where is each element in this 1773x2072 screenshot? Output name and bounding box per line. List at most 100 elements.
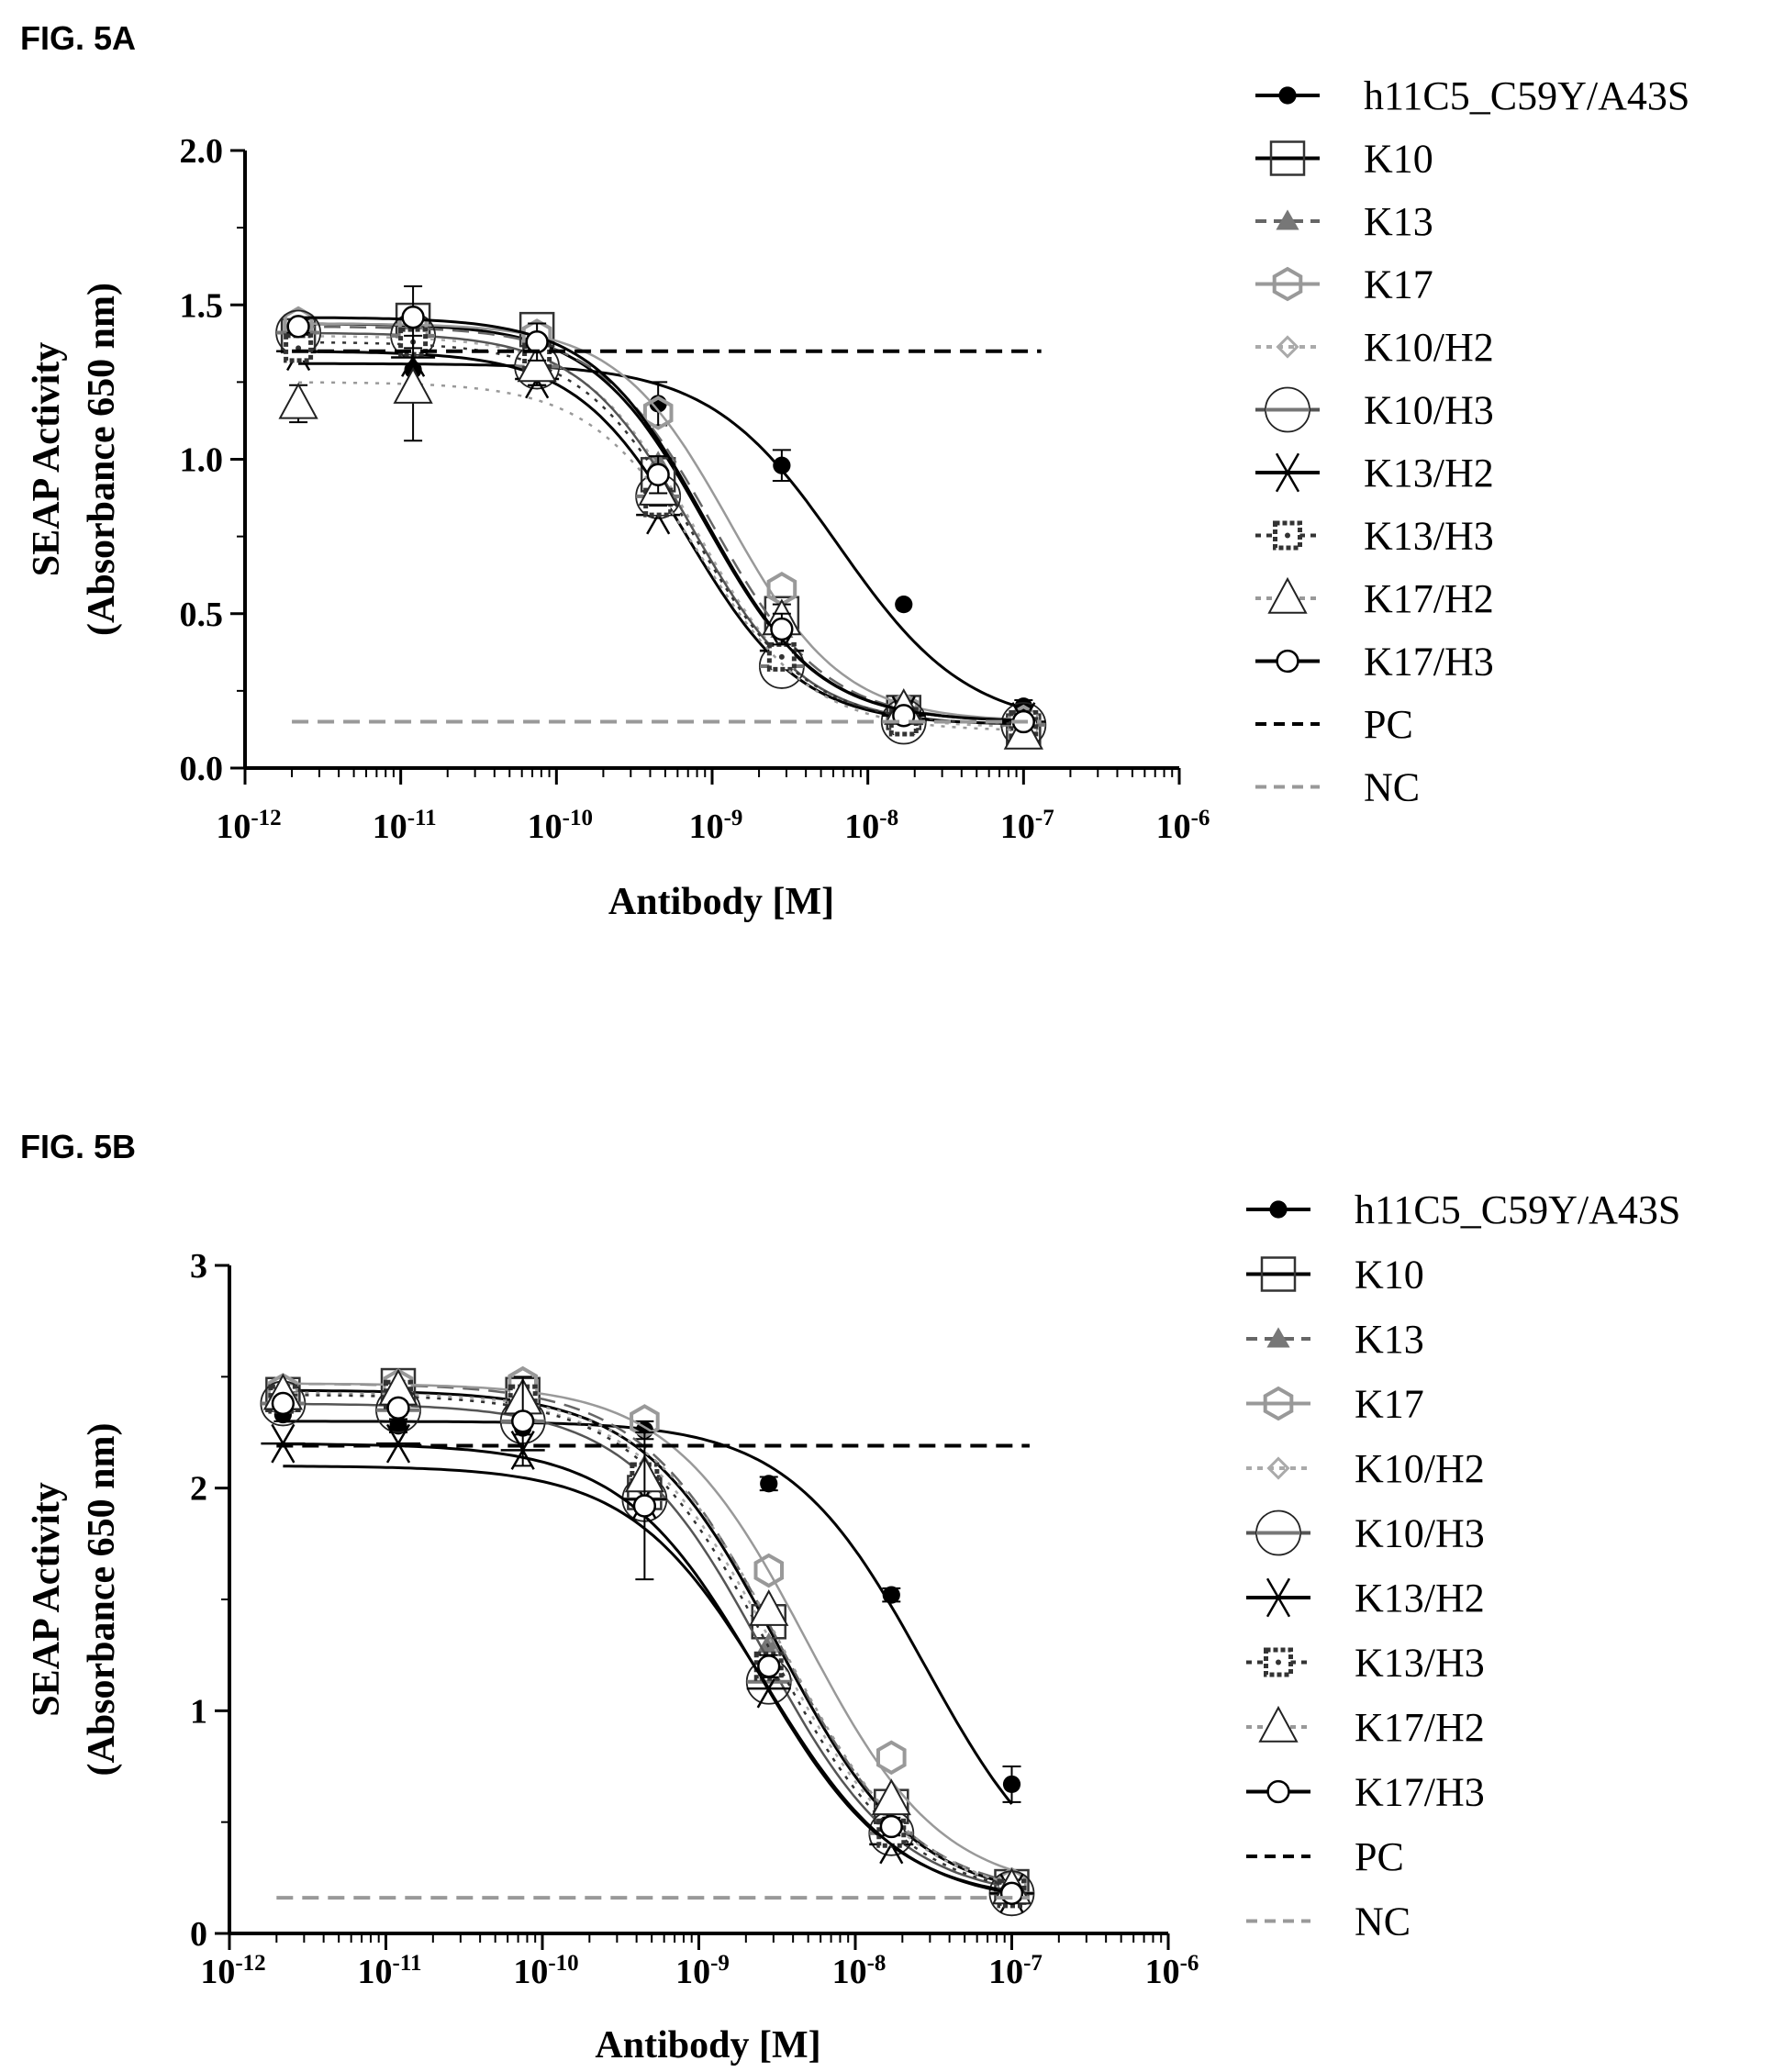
data-point: [401, 306, 425, 329]
x-tick-label: 10-10: [528, 806, 593, 846]
legend-marker: [1269, 140, 1306, 176]
data-point: [376, 1423, 421, 1464]
data-point-stroke: [271, 1423, 296, 1464]
legend-entry: K10/H3: [1246, 1509, 1485, 1556]
data-point: [389, 1417, 407, 1435]
x-tick-label: 10-7: [1000, 806, 1054, 846]
legend-label: K10: [1355, 1253, 1424, 1298]
data-point: [271, 1391, 296, 1416]
legend-entry: K10: [1246, 1253, 1424, 1298]
legend-entry: K17/H3: [1246, 1770, 1485, 1815]
y-axis-title-line2: (Absorbance 650 nm): [81, 1423, 123, 1777]
legend-label: K17/H3: [1364, 640, 1494, 685]
legend-entry: PC: [1255, 702, 1413, 747]
legend-entry: K13/H3: [1246, 1641, 1485, 1686]
data-point: [1002, 1775, 1021, 1794]
x-tick-label: 10-7: [988, 1951, 1043, 1991]
legend-marker: [1269, 1200, 1288, 1219]
data-point: [386, 1396, 410, 1420]
legend-entry: K10/H3: [1255, 386, 1494, 433]
x-tick-label: 10-6: [1145, 1951, 1199, 1991]
legend-marker: [1276, 335, 1299, 359]
y-tick-label: 1.0: [180, 441, 224, 480]
legend-label: K17/H2: [1364, 576, 1494, 621]
x-tick-label: 10-9: [689, 806, 743, 846]
legend-entry: K17: [1246, 1382, 1424, 1427]
legend-label: PC: [1364, 702, 1413, 747]
x-axis-title: Antibody [M]: [595, 2024, 820, 2066]
legend-entry: K13: [1246, 1317, 1424, 1362]
chart-5a: FIG. 5A 0.0 0.5 1.0 1.5 2.0 10-12 10-11 10-10 10-…: [20, 19, 1689, 923]
series-k10-h3: [275, 309, 1047, 748]
data-point: [632, 1494, 657, 1518]
legend-entry: K17/H3: [1255, 640, 1494, 685]
x-tick-label: 10-6: [1156, 806, 1210, 846]
y-axis-title-line2: (Absorbance 650 nm): [81, 283, 123, 636]
legend-marker: [1266, 1779, 1290, 1804]
data-point: [261, 1423, 306, 1464]
data-point: [525, 329, 549, 354]
legend-marker: [1273, 520, 1302, 551]
legend-label: h11C5_C59Y/A43S: [1355, 1187, 1680, 1232]
x-tick-label: 10-10: [513, 1951, 578, 1991]
legend-marker: [1258, 1705, 1299, 1743]
legend-label: K10: [1364, 137, 1433, 182]
legend-label: K10/H3: [1364, 388, 1494, 433]
legend-marker-frame: [1264, 1647, 1293, 1677]
legend-entry: K13/H2: [1255, 451, 1494, 496]
legend-marker: [1272, 266, 1303, 302]
data-point: [882, 1586, 900, 1604]
legend-marker: [1267, 576, 1308, 614]
x-tick-label: 10-11: [373, 806, 437, 846]
legend-marker-stroke: [1275, 452, 1300, 493]
y-tick-label: 3: [190, 1247, 207, 1286]
data-point: [760, 1475, 778, 1493]
legend-entry: K10/H2: [1246, 1446, 1485, 1491]
data-point: [757, 1654, 781, 1678]
legend-marker-center: [1285, 532, 1290, 539]
legend-marker: [1276, 649, 1299, 674]
series-k10: [280, 302, 1042, 749]
data-point: [999, 1881, 1024, 1905]
x-tick-label: 10-12: [216, 806, 281, 846]
legend-marker: [1260, 1256, 1297, 1292]
y-tick-label: 0: [190, 1915, 207, 1954]
data-point: [642, 395, 674, 430]
legend-entry: PC: [1246, 1834, 1404, 1879]
legend-marker: [1265, 386, 1310, 433]
legend-entry: NC: [1246, 1899, 1411, 1944]
x-tick-label: 10-9: [675, 1951, 730, 1991]
legend-marker: [1266, 1456, 1290, 1480]
legend-label: K13/H3: [1355, 1641, 1485, 1686]
legend-label: K13/H2: [1364, 451, 1494, 496]
legend-marker-center: [1276, 1659, 1281, 1665]
legend-label: NC: [1364, 765, 1420, 810]
series-k10: [265, 1367, 1030, 1905]
legend-entry: K17/H2: [1255, 576, 1494, 621]
legend-entry: K10: [1255, 137, 1433, 182]
series-k17-h3: [286, 285, 1035, 734]
y-tick-label: 1.5: [180, 286, 224, 325]
legend-entry: K13/H2: [1246, 1576, 1485, 1621]
legend-marker: [1255, 1509, 1301, 1556]
legend-entry: h11C5_C59Y/A43S: [1246, 1187, 1680, 1232]
legend-label: K17: [1355, 1382, 1424, 1427]
legend-marker: [1264, 1647, 1293, 1677]
legend-marker: [1276, 209, 1299, 230]
series-k13-h2: [276, 331, 1046, 741]
fit-curve: [298, 381, 1024, 731]
legend-label: PC: [1355, 1834, 1404, 1879]
legend-entry: K17/H2: [1246, 1705, 1485, 1750]
x-tick-label: 10-8: [844, 806, 898, 846]
y-tick-label: 0.5: [180, 596, 224, 634]
y-tick-label: 2.0: [180, 132, 224, 171]
legend-label: K13: [1355, 1317, 1424, 1362]
y-axis-title-line1: SEAP Activity: [26, 1482, 68, 1717]
legend-marker: [1256, 1577, 1300, 1618]
legend-entry: K10/H2: [1255, 325, 1494, 370]
y-tick-label: 2: [190, 1470, 207, 1509]
series-k17-h3: [271, 1376, 1024, 1905]
data-point: [646, 462, 670, 486]
x-tick-label: 10-8: [832, 1951, 886, 1991]
